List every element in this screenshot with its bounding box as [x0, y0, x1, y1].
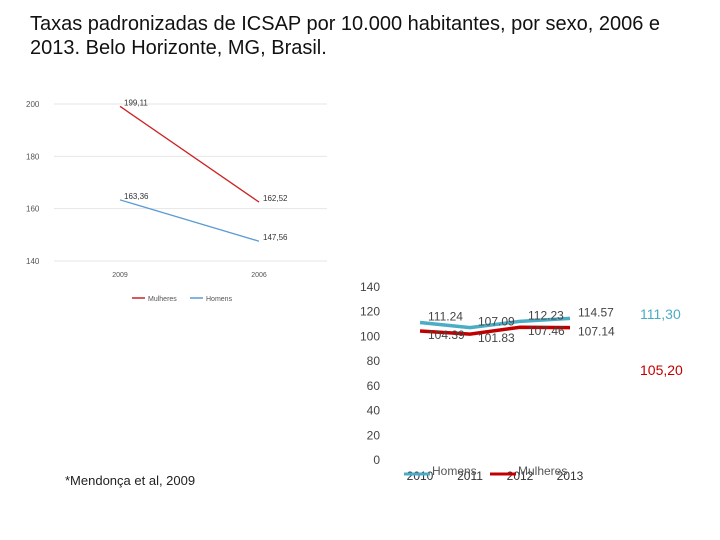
- y-tick-label: 200: [26, 100, 40, 109]
- y-tick-label: 120: [360, 305, 380, 319]
- data-label: 107.46: [528, 324, 565, 338]
- side-value-homens: 111,30: [640, 306, 681, 322]
- y-tick-label: 140: [360, 280, 380, 294]
- data-label: 111.24: [428, 310, 463, 324]
- footnote: *Mendonça et al, 2009: [65, 473, 196, 488]
- page-title: Taxas padronizadas de ICSAP por 10.000 h…: [30, 13, 661, 59]
- chart-2010-2013: 140 120 100 80 60 40 20 0 111.24 107.09 112.23 114.…: [360, 280, 615, 483]
- series-line-mulheres: [119, 105, 260, 203]
- data-label: 104.39: [428, 328, 465, 342]
- legend-label: Mulheres: [518, 464, 567, 478]
- y-tick-label: 180: [26, 152, 40, 161]
- data-label: 114.57: [578, 305, 614, 319]
- data-label: 147,56: [263, 233, 288, 242]
- legend-label: Homens: [432, 464, 477, 478]
- series-line-homens: [419, 316, 571, 330]
- y-tick-label: 160: [26, 205, 40, 214]
- y-tick-label: 0: [373, 453, 380, 467]
- data-label: 101.83: [478, 331, 515, 345]
- x-tick-label: 2009: [112, 272, 128, 279]
- chart-2006-2009: 200 180 160 140 2009 2006 199,11 162,52 163,36 14…: [26, 98, 327, 303]
- data-label: 163,36: [124, 192, 149, 201]
- x-tick-label: 2013: [557, 469, 584, 483]
- x-tick-label: 2006: [251, 272, 267, 279]
- series-line-homens: [119, 199, 260, 242]
- x-tick-label: 2010: [407, 469, 434, 483]
- y-tick-label: 80: [367, 354, 381, 368]
- x-tick-label: 2011: [457, 469, 483, 483]
- data-label: 162,52: [263, 194, 288, 203]
- legend-label: Homens: [206, 296, 233, 303]
- y-tick-label: 40: [367, 404, 381, 418]
- series-line-mulheres: [419, 325, 571, 336]
- data-label: 107.14: [578, 325, 615, 339]
- y-tick-label: 100: [360, 329, 380, 343]
- y-tick-label: 140: [26, 257, 40, 266]
- y-tick-label: 20: [367, 428, 381, 442]
- y-tick-label: 60: [367, 379, 381, 393]
- legend-label: Mulheres: [148, 296, 177, 303]
- data-label: 112.23: [528, 308, 564, 322]
- side-value-mulheres: 105,20: [640, 362, 683, 378]
- data-label: 107.09: [478, 315, 515, 329]
- data-label: 199,11: [124, 98, 148, 107]
